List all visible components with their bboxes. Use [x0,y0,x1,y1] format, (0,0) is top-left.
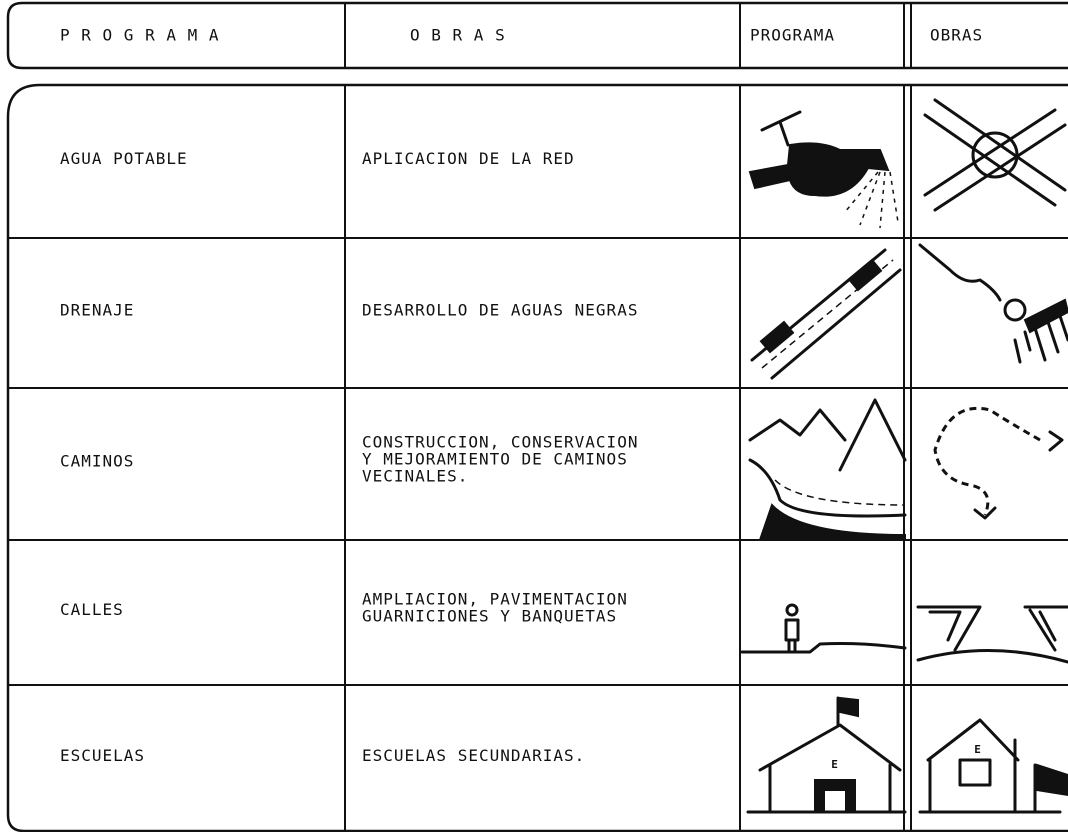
icon-school [746,696,907,814]
header-cell: PROGRAMA [750,26,835,45]
header-cell: O B R A S [410,26,506,45]
icon-school-front [918,718,1068,814]
icon-street [740,603,907,654]
header-frame [6,1,1068,70]
programa-cell: DRENAJE [60,301,134,320]
icon-drain-pipe [750,248,902,380]
programa-cell: AGUA POTABLE [60,149,188,168]
obra-line: DESARROLLO DE AGUAS NEGRAS [362,301,638,320]
icon-letter: E [831,758,839,771]
body-frame [6,83,1068,832]
icon-pipe-cross [923,98,1067,212]
obra-line: Y MEJORAMIENTO DE CAMINOS [362,450,628,469]
programa-cell: CALLES [60,600,124,619]
header-cell: OBRAS [930,26,983,45]
icon-route [933,406,1064,520]
icon-curb [916,605,1068,664]
obra-line: CONSTRUCCION, CONSERVACION [362,433,638,452]
icon-letter: E [974,743,982,756]
obra-line: ESCUELAS SECUNDARIAS. [362,746,585,765]
obra-line: GUARNICIONES Y BANQUETAS [362,607,617,626]
obra-line: APLICACION DE LA RED [362,149,575,168]
header-cell: P R O G R A M A [60,26,220,45]
icon-mountain-road [748,398,907,541]
icon-water-tap [748,110,899,229]
icon-drain-network [918,243,1068,364]
obra-line: AMPLIACION, PAVIMENTACION [362,590,628,609]
programa-cell: CAMINOS [60,452,134,471]
programa-cell: ESCUELAS [60,746,145,765]
obra-line: VECINALES. [362,467,468,486]
